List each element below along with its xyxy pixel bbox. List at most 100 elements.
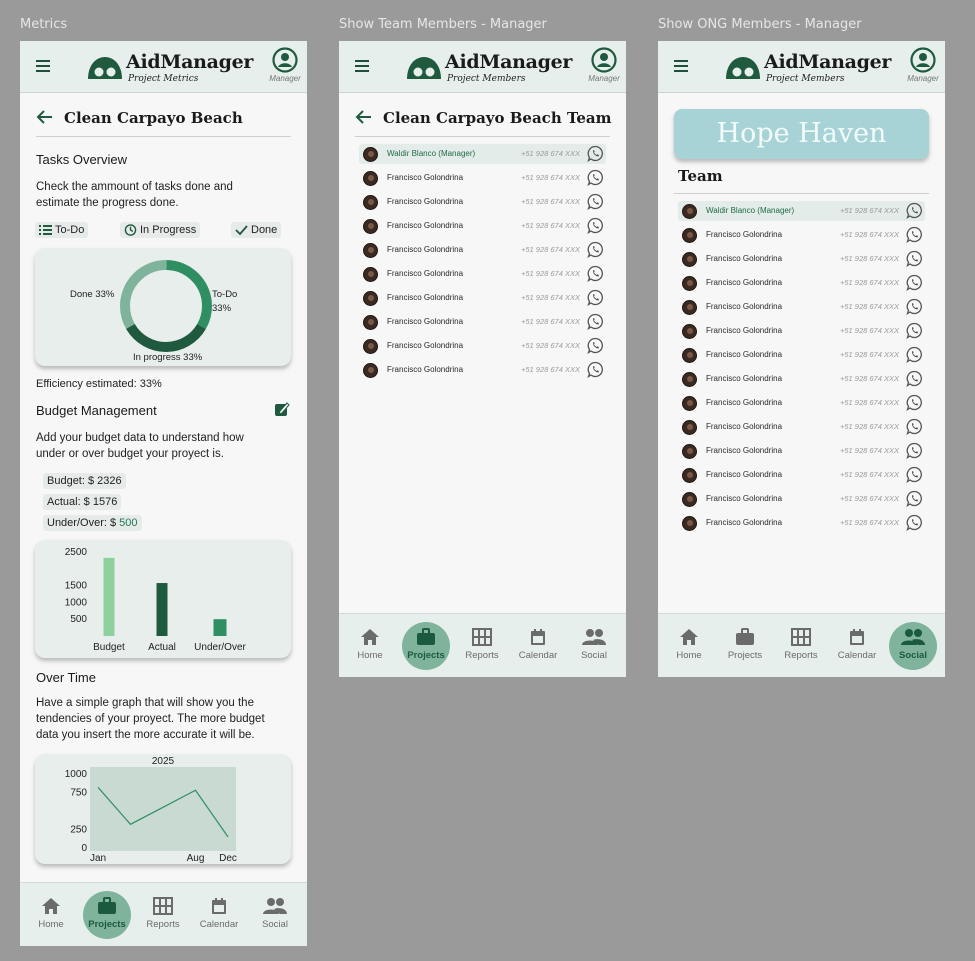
bar-y-tick: 2500 <box>65 547 88 558</box>
member-row[interactable]: Francisco Golondrina +51 928 674 XXX <box>678 465 925 485</box>
whatsapp-icon[interactable] <box>906 442 923 459</box>
avatar <box>682 204 697 219</box>
clock-icon <box>124 224 137 236</box>
whatsapp-icon[interactable] <box>587 265 604 282</box>
member-row[interactable]: Francisco Golondrina +51 928 674 XXX <box>359 312 606 332</box>
whatsapp-icon[interactable] <box>906 298 923 315</box>
menu-icon[interactable] <box>355 60 369 72</box>
whatsapp-icon[interactable] <box>906 202 923 219</box>
under-over-amount: 500 <box>119 517 138 529</box>
nav-calendar[interactable]: Calendar <box>513 614 563 677</box>
avatar <box>682 492 697 507</box>
whatsapp-icon[interactable] <box>906 274 923 291</box>
member-name: Francisco Golondrina <box>706 230 783 239</box>
member-row[interactable]: Francisco Golondrina +51 928 674 XXX <box>678 489 925 509</box>
bar-y-tick: 500 <box>70 614 87 625</box>
line-chart-title: 2025 <box>152 756 175 767</box>
whatsapp-icon[interactable] <box>587 169 604 186</box>
back-arrow-icon[interactable] <box>36 109 54 125</box>
nav-calendar[interactable]: Calendar <box>194 883 244 946</box>
nav-home[interactable]: Home <box>26 883 76 946</box>
whatsapp-icon[interactable] <box>906 370 923 387</box>
nav-home[interactable]: Home <box>345 614 395 677</box>
avatar <box>682 516 697 531</box>
whatsapp-icon[interactable] <box>587 241 604 258</box>
line-x-tick: Jan <box>90 853 106 864</box>
menu-icon[interactable] <box>36 60 50 72</box>
whatsapp-icon[interactable] <box>906 322 923 339</box>
member-row[interactable]: Francisco Golondrina +51 928 674 XXX <box>359 216 606 236</box>
avatar <box>682 276 697 291</box>
whatsapp-icon[interactable] <box>906 394 923 411</box>
member-name: Francisco Golondrina <box>706 374 783 383</box>
nav-reports[interactable]: Reports <box>457 614 507 677</box>
nav-social[interactable]: Social <box>250 883 300 946</box>
whatsapp-icon[interactable] <box>906 346 923 363</box>
member-row[interactable]: Francisco Golondrina +51 928 674 XXX <box>359 192 606 212</box>
member-row[interactable]: Francisco Golondrina +51 928 674 XXX <box>678 417 925 437</box>
member-phone: +51 928 674 XXX <box>520 149 580 158</box>
nav-projects[interactable]: Projects <box>82 883 132 946</box>
under-over-label: Under/Over: $ <box>47 517 117 529</box>
member-row[interactable]: Francisco Golondrina +51 928 674 XXX <box>359 240 606 260</box>
whatsapp-icon[interactable] <box>906 226 923 243</box>
member-row[interactable]: Francisco Golondrina +51 928 674 XXX <box>359 168 606 188</box>
efficiency-estimate: Efficiency estimated: 33% <box>36 378 162 390</box>
whatsapp-icon[interactable] <box>587 313 604 330</box>
nav-reports[interactable]: Reports <box>776 614 826 677</box>
member-name: Francisco Golondrina <box>706 470 783 479</box>
whatsapp-icon[interactable] <box>906 250 923 267</box>
nav-calendar[interactable]: Calendar <box>832 614 882 677</box>
calendar-icon <box>531 629 545 645</box>
nav-social[interactable]: Social <box>569 614 619 677</box>
whatsapp-icon[interactable] <box>906 514 923 531</box>
member-row[interactable]: Francisco Golondrina +51 928 674 XXX <box>359 336 606 356</box>
group-icon <box>582 629 606 645</box>
donut-label-done: Done 33% <box>70 289 115 300</box>
member-name: Waldir Blanco (Manager) <box>387 149 476 158</box>
edit-icon[interactable] <box>274 401 290 417</box>
whatsapp-icon[interactable] <box>587 289 604 306</box>
member-row[interactable]: Francisco Golondrina +51 928 674 XXX <box>678 345 925 365</box>
member-row[interactable]: Francisco Golondrina +51 928 674 XXX <box>678 297 925 317</box>
member-row[interactable]: Waldir Blanco (Manager) +51 928 674 XXX <box>678 201 925 221</box>
profile-button[interactable]: Manager <box>263 47 307 83</box>
whatsapp-icon[interactable] <box>587 337 604 354</box>
nav-social[interactable]: Social <box>888 614 938 677</box>
member-row[interactable]: Francisco Golondrina +51 928 674 XXX <box>678 321 925 341</box>
member-row[interactable]: Waldir Blanco (Manager) +51 928 674 XXX <box>359 144 606 164</box>
member-row[interactable]: Francisco Golondrina +51 928 674 XXX <box>359 288 606 308</box>
nav-home[interactable]: Home <box>664 614 714 677</box>
profile-button[interactable]: Manager <box>582 47 626 83</box>
whatsapp-icon[interactable] <box>906 418 923 435</box>
avatar <box>363 195 378 210</box>
back-arrow-icon[interactable] <box>355 109 373 125</box>
donut-label-in-progress: In progress 33% <box>133 352 203 363</box>
donut-slice-to-do <box>120 260 212 352</box>
member-row[interactable]: Francisco Golondrina +51 928 674 XXX <box>678 225 925 245</box>
whatsapp-icon[interactable] <box>587 217 604 234</box>
member-row[interactable]: Francisco Golondrina +51 928 674 XXX <box>678 513 925 533</box>
nav-reports[interactable]: Reports <box>138 883 188 946</box>
profile-button[interactable]: Manager <box>901 47 945 83</box>
menu-icon[interactable] <box>674 60 688 72</box>
whatsapp-icon[interactable] <box>587 145 604 162</box>
member-row[interactable]: Francisco Golondrina +51 928 674 XXX <box>359 264 606 284</box>
avatar <box>363 243 378 258</box>
whatsapp-icon[interactable] <box>906 466 923 483</box>
whatsapp-icon[interactable] <box>587 193 604 210</box>
member-phone: +51 928 674 XXX <box>520 221 580 230</box>
member-name: Francisco Golondrina <box>387 173 464 182</box>
member-row[interactable]: Francisco Golondrina +51 928 674 XXX <box>678 273 925 293</box>
member-row[interactable]: Francisco Golondrina +51 928 674 XXX <box>678 441 925 461</box>
member-row[interactable]: Francisco Golondrina +51 928 674 XXX <box>678 369 925 389</box>
whatsapp-icon[interactable] <box>587 361 604 378</box>
member-row[interactable]: Francisco Golondrina +51 928 674 XXX <box>678 249 925 269</box>
whatsapp-icon[interactable] <box>906 490 923 507</box>
legend-todo-label: To-Do <box>55 224 85 236</box>
member-row[interactable]: Francisco Golondrina +51 928 674 XXX <box>359 360 606 380</box>
member-row[interactable]: Francisco Golondrina +51 928 674 XXX <box>678 393 925 413</box>
line-x-tick: Aug <box>187 853 205 864</box>
nav-projects[interactable]: Projects <box>401 614 451 677</box>
nav-projects[interactable]: Projects <box>720 614 770 677</box>
